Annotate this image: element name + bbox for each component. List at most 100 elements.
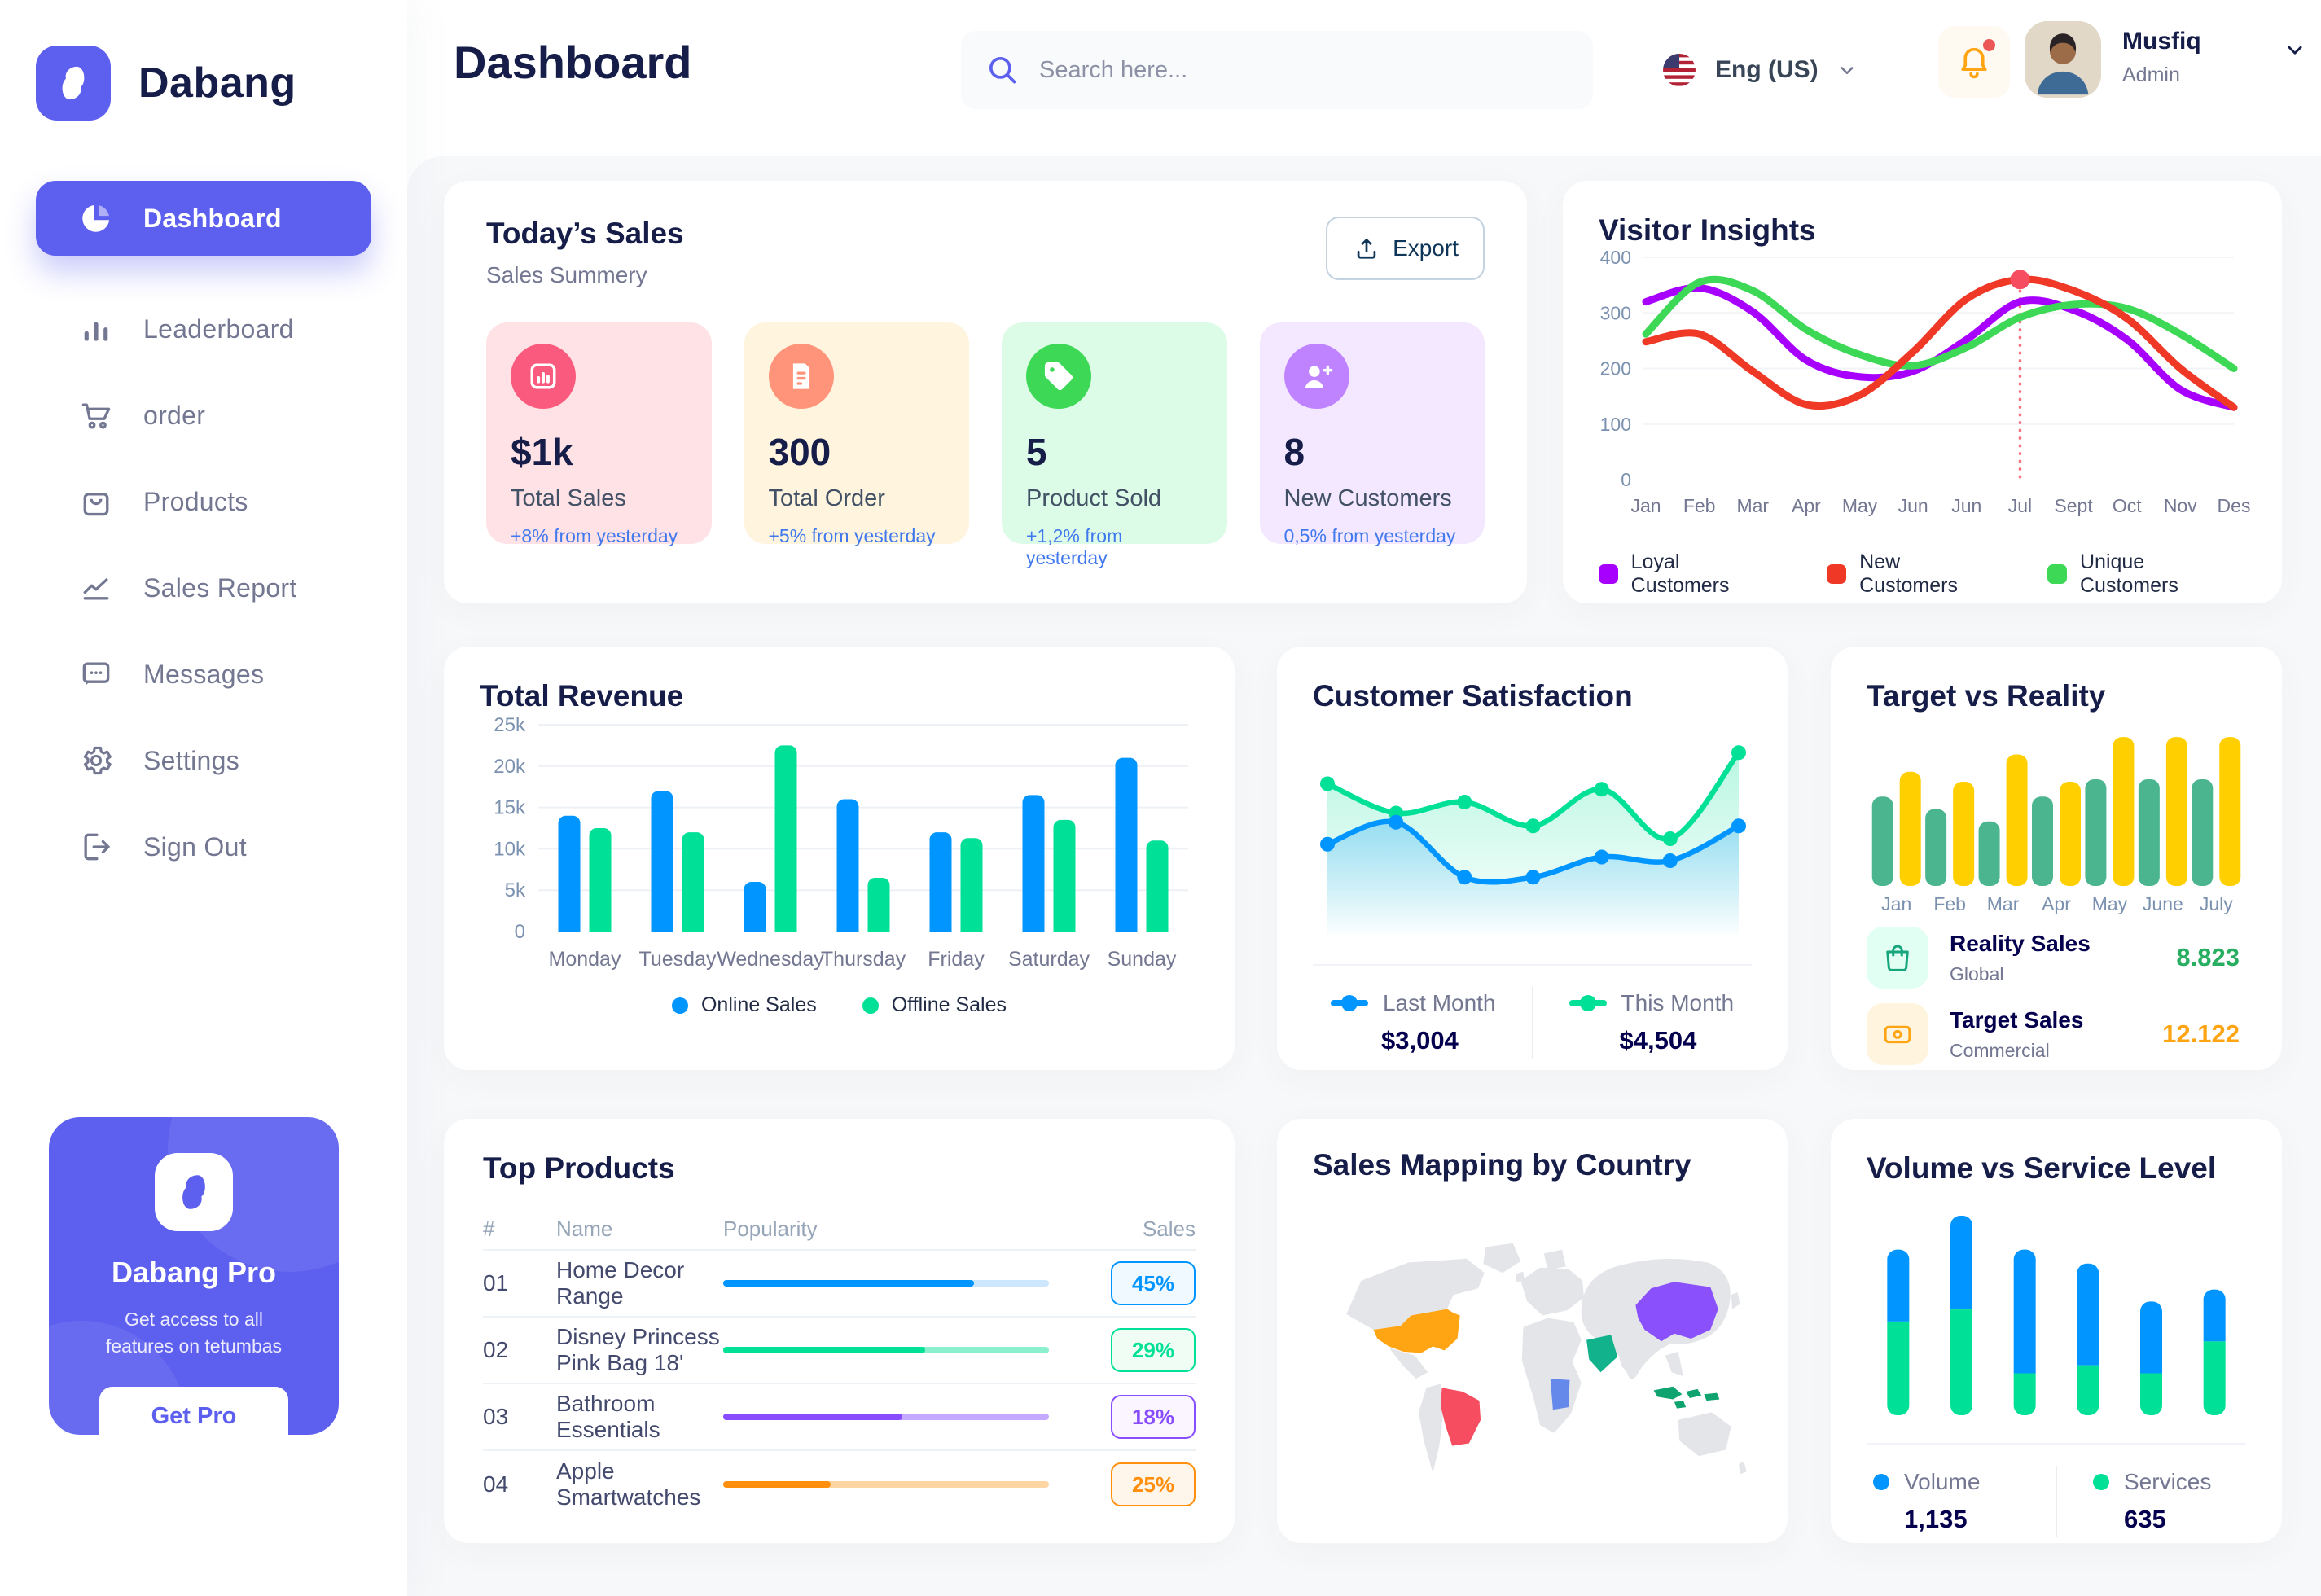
user-name: Musfiq [2122,28,2201,55]
svg-text:Thursday: Thursday [821,948,906,971]
volume-service-card: Volume vs Service Level Volume 1,135 Servi… [1831,1119,2282,1543]
country-china[interactable] [1635,1282,1718,1342]
language-selector[interactable]: Eng (US) [1660,41,1859,99]
legend-swatch [1873,1474,1889,1490]
pro-logo-icon [155,1153,233,1231]
legend-target-sales: Target Sales Commercial 12.122 [1867,1003,2246,1065]
get-pro-button[interactable]: Get Pro [99,1386,288,1435]
sales-badge: 45% [1111,1261,1196,1305]
svg-text:Tuesday: Tuesday [639,948,717,971]
legend-offline-sales: Offline Sales [862,993,1007,1017]
svg-text:100: 100 [1600,414,1631,435]
pie-chart-icon [78,200,114,236]
legend-divider [2056,1466,2057,1537]
sidebar-item-leaderboard[interactable]: Leaderboard [36,292,371,366]
popularity-bar [723,1280,1049,1287]
export-label: Export [1393,235,1459,261]
country-indonesia[interactable] [1653,1386,1720,1409]
region-central-america [1389,1348,1428,1379]
legend-value: 635 [2124,1505,2166,1533]
svg-text:300: 300 [1600,302,1631,323]
sales-badge: 29% [1111,1328,1196,1372]
sidebar-item-products[interactable]: Products [36,464,371,539]
svg-text:May: May [1842,495,1878,516]
brand-logo-icon [36,46,111,121]
product-name: Home Decor Range [556,1257,685,1309]
stat-value: 5 [1026,431,1047,473]
svg-text:Jun: Jun [1898,495,1928,516]
sidebar-item-sales-report[interactable]: Sales Report [36,550,371,625]
svg-text:Mar: Mar [1736,495,1769,516]
product-rank: 04 [483,1471,509,1497]
svg-text:Oct: Oct [2113,495,2142,516]
country-saudi-arabia[interactable] [1586,1335,1618,1373]
product-row-home-decor-range: 01 Home Decor Range 45% [483,1251,1196,1318]
svg-text:5k: 5k [505,879,526,901]
legend-swatch [1599,564,1618,584]
sidebar-item-settings[interactable]: Settings [36,723,371,798]
message-icon [78,656,114,692]
legend-reality-sales: Reality Sales Global 8.823 [1867,927,2246,989]
legend-last-month: Last Month $3,004 [1330,990,1496,1055]
profile-menu[interactable]: Musfiq Admin [2025,21,2309,98]
legend-value: $3,004 [1380,1026,1459,1054]
product-rank: 02 [483,1337,509,1362]
sidebar-item-label: Sales Report [143,572,297,603]
chevron-down-icon [1835,58,1859,82]
visitor-insights-legend: Loyal Customers New Customers Unique Custo… [1599,550,2246,598]
svg-text:Sunday: Sunday [1108,948,1177,971]
stat-label: New Customers [1283,485,1452,511]
legend-services: Services 635 [2093,1469,2240,1534]
svg-text:Wednesday: Wednesday [717,948,824,971]
notifications-button[interactable] [1938,26,2010,98]
avatar [2025,21,2101,98]
search-box[interactable] [961,31,1593,109]
visitor-insights-chart: 0 100 200 300 400 Jan Feb Mar Apr May Jun Jun Jul Sep… [1600,247,2251,516]
popularity-bar [723,1481,1049,1488]
svg-text:May: May [2092,893,2128,914]
line-chart-icon [78,570,114,606]
sidebar-item-sign-out[interactable]: Sign Out [36,809,371,884]
pro-card-subtitle: Get access to all features on tetumbas [105,1309,283,1357]
country-dr-congo[interactable] [1550,1379,1570,1410]
country-united-states[interactable] [1373,1309,1460,1353]
product-rank: 03 [483,1404,509,1429]
search-input[interactable] [1039,56,1569,84]
ticket-icon [1867,1003,1928,1065]
sidebar-item-messages[interactable]: Messages [36,637,371,712]
stat-delta: +8% from yesterday [511,525,678,546]
svg-text:25k: 25k [494,714,526,736]
sidebar-item-order[interactable]: order [36,378,371,453]
brand-name: Dabang [138,59,296,107]
continent-australia [1678,1412,1731,1457]
stats-row: $1k Total Sales +8% from yesterday 300 Total… [486,322,1485,568]
svg-text:Apr: Apr [2042,893,2071,914]
stat-value: 8 [1283,431,1305,473]
total-revenue-card: Total Revenue 0 5k 10k 15k 20k 25k Monday Tuesd… [444,647,1235,1070]
export-button[interactable]: Export [1326,217,1485,280]
country-brazil[interactable] [1440,1388,1481,1446]
tag-icon [1026,344,1091,409]
export-icon [1352,234,1381,263]
column-name: Name [556,1216,613,1241]
sidebar-item-dashboard[interactable]: Dashboard [36,181,371,256]
customer-satisfaction-legend: Last Month $3,004 This Month $4,504 [1313,987,1752,1059]
stat-label: Total Sales [511,485,626,511]
total-revenue-title: Total Revenue [480,679,684,712]
sales-chart-icon [511,344,576,409]
divider [1867,1443,2246,1445]
svg-text:Des: Des [2218,495,2251,516]
target-vs-reality-title: Target vs Reality [1867,679,2106,712]
pro-card-title: Dabang Pro [111,1256,277,1289]
svg-text:400: 400 [1600,247,1631,268]
cart-icon [78,397,114,433]
legend-swatch [1827,564,1847,584]
continent-africa [1521,1318,1582,1433]
today-sales-card: Today’s Sales Sales Summery Export $1k To… [444,181,1527,603]
sales-badge: 25% [1111,1462,1196,1506]
column-rank: # [483,1216,495,1241]
column-sales: Sales [1142,1216,1196,1241]
continent-south-america [1418,1383,1444,1473]
us-flag-icon [1660,50,1699,90]
stat-card-new-customers: 8 New Customers 0,5% from yesterday [1259,322,1485,546]
